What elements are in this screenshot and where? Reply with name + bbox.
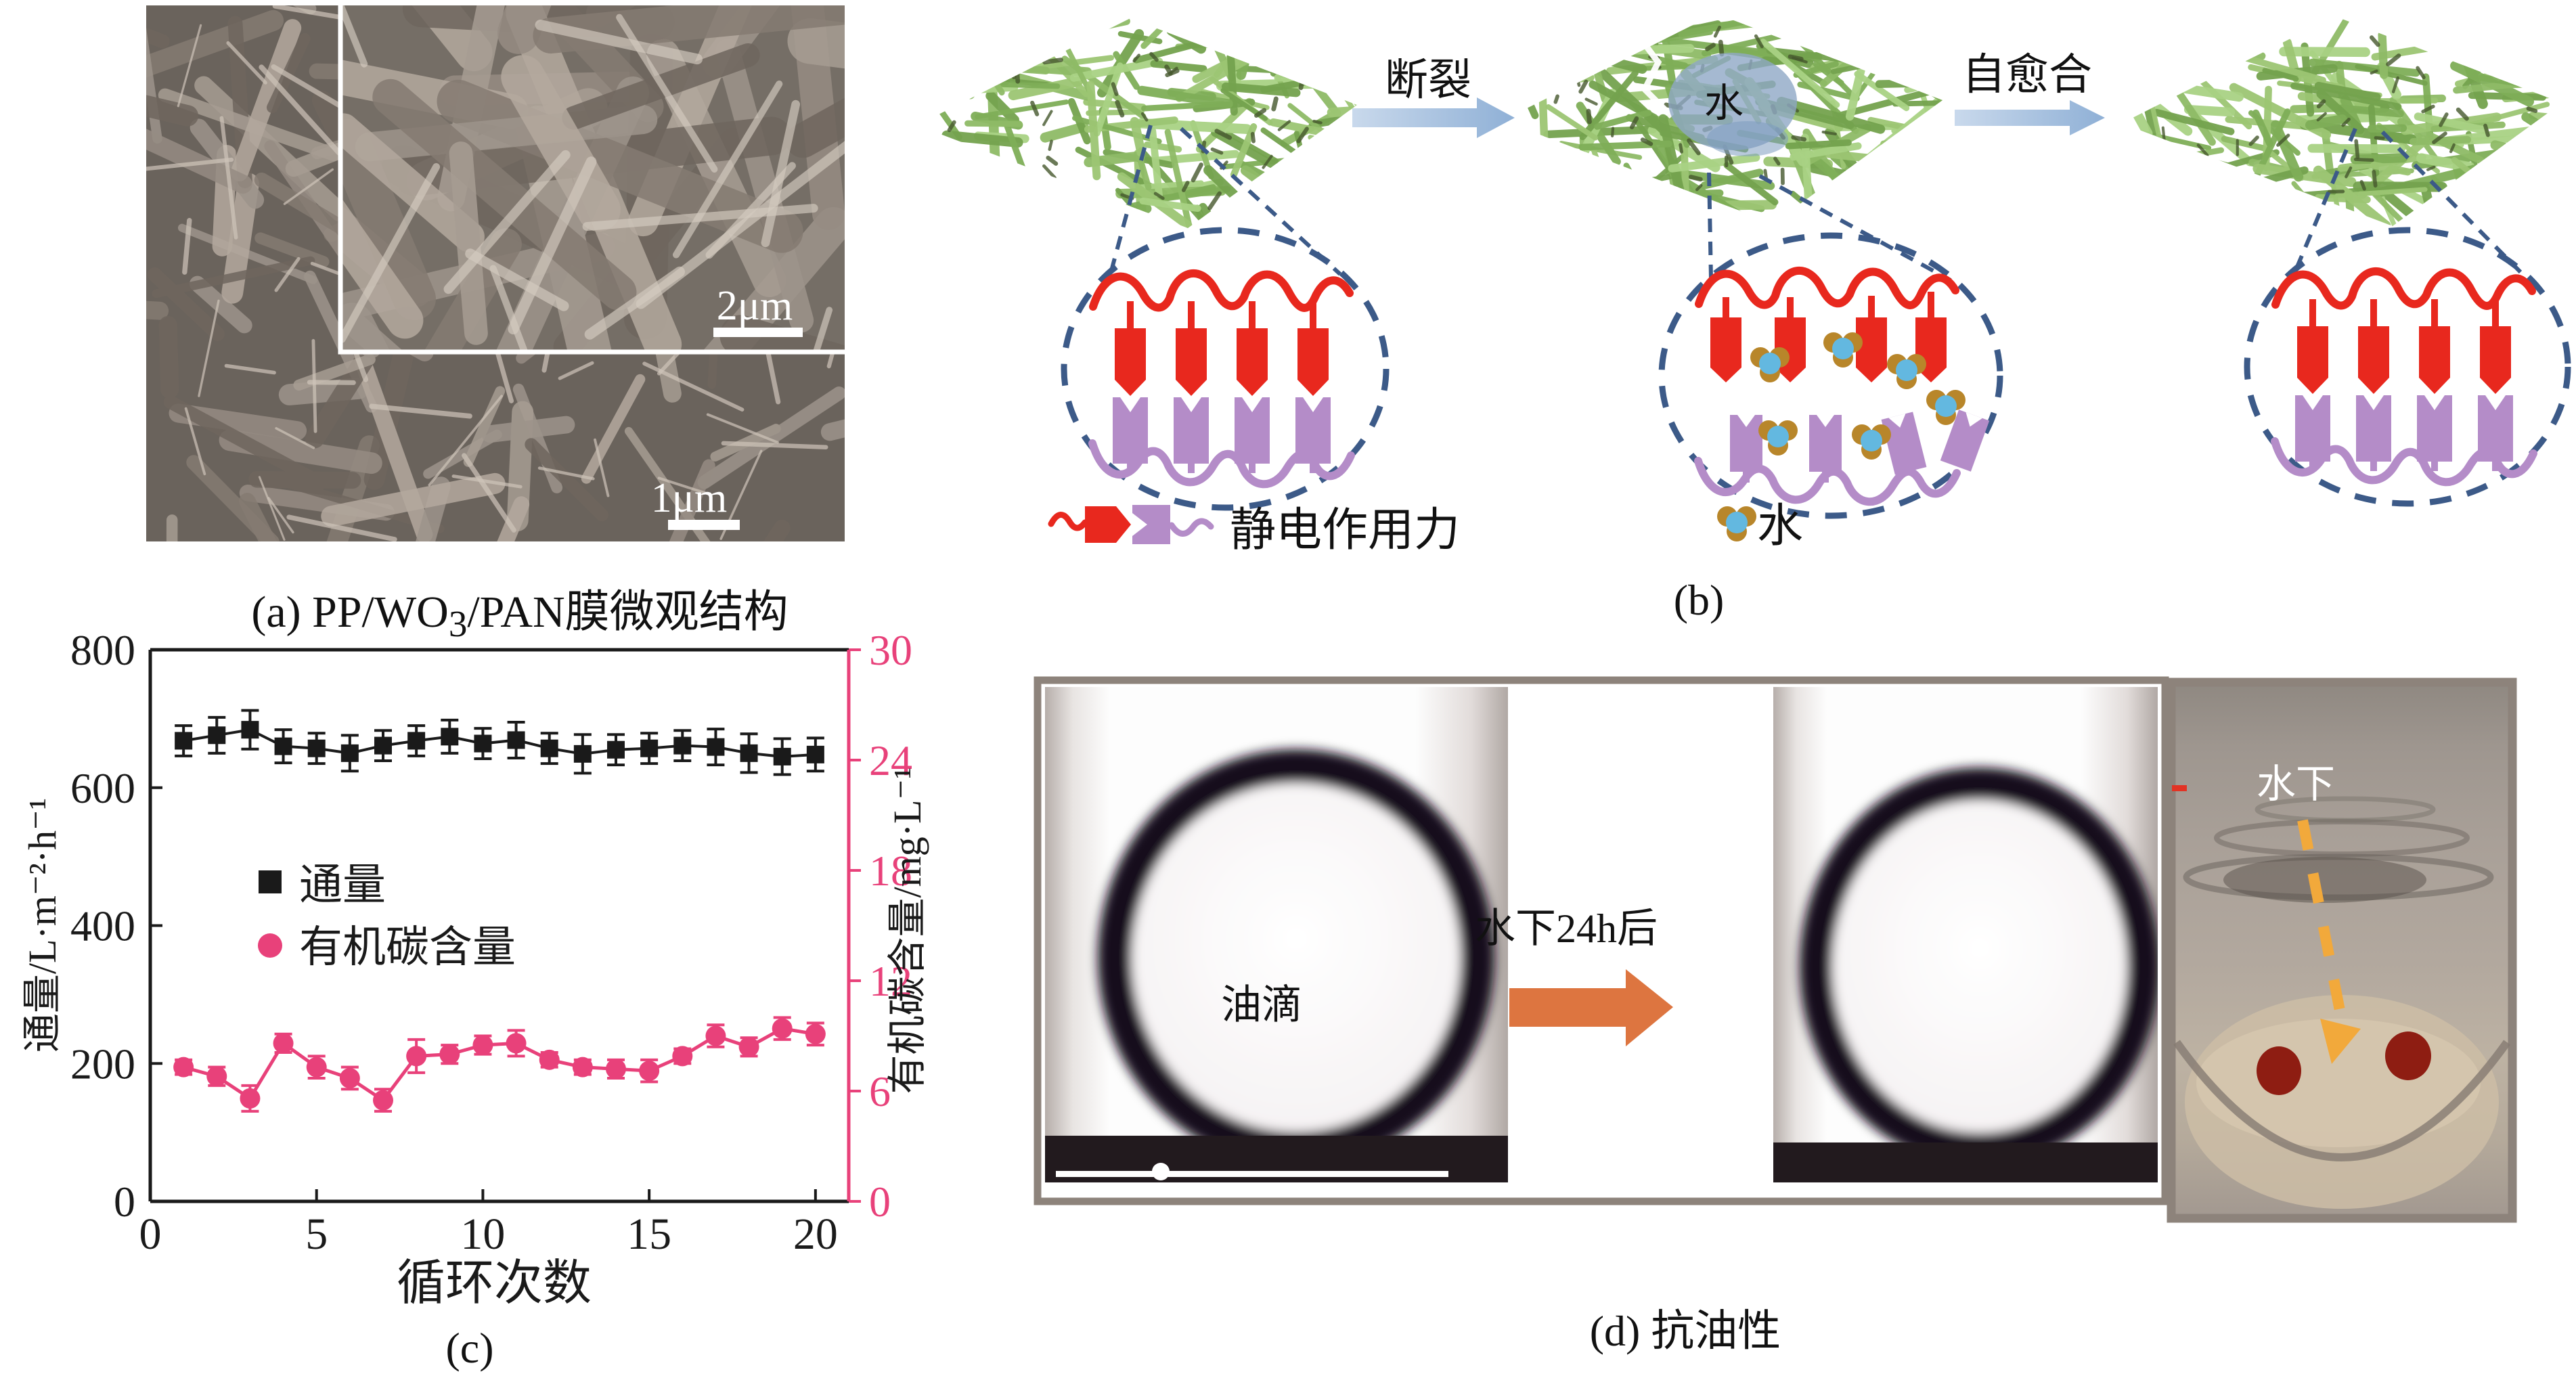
electrostatic-legend-label: 静电作用力 xyxy=(1230,504,1460,556)
svg-text:12: 12 xyxy=(869,957,912,1005)
electrostatic-force-icon xyxy=(1048,505,1214,544)
caption-panel-d: (d) 抗油性 xyxy=(1589,1307,1781,1355)
oil-resistance-panel: 油滴 水下24h后 水下 xyxy=(1034,676,2517,1223)
legend-flux-marker xyxy=(259,870,282,893)
svg-text:800: 800 xyxy=(70,626,135,674)
water-blob-shadow xyxy=(1707,121,1788,156)
svg-text:20: 20 xyxy=(793,1209,838,1259)
membrane-crack xyxy=(1632,28,1674,119)
underwater-label: 水下 xyxy=(2257,762,2335,806)
svg-text:18: 18 xyxy=(869,847,912,895)
water-legend-icon xyxy=(1717,506,1756,541)
chains-separated-middle xyxy=(1698,271,1989,502)
svg-text:30: 30 xyxy=(869,626,912,674)
oil-dot-right xyxy=(2385,1031,2431,1080)
magnifier-circles xyxy=(1061,125,2571,519)
self-healing-schematic: 水 断裂 自愈合 静电作用力 水 xyxy=(938,14,2571,556)
series-toc xyxy=(173,1016,826,1113)
after-24h-label: 水下24h后 xyxy=(1475,906,1658,951)
after-24h-arrow xyxy=(1509,969,1673,1046)
caption-panel-b: (b) xyxy=(1673,576,1725,624)
svg-text:15: 15 xyxy=(627,1209,671,1259)
water-legend-label: 水 xyxy=(1757,500,1803,552)
svg-text:0: 0 xyxy=(869,1178,891,1226)
scalebar-1um-label: 1μm xyxy=(651,475,727,521)
red-mark xyxy=(2172,785,2187,791)
caption-a-sub: 3 xyxy=(448,603,468,645)
oil-dot-left xyxy=(2257,1046,2301,1095)
svg-text:6: 6 xyxy=(869,1067,891,1115)
droplet-after xyxy=(1773,768,2158,1182)
sem-image: 2μm 1μm xyxy=(146,0,850,541)
legend-flux-label: 通量 xyxy=(299,861,386,909)
heal-arrow-label: 自愈合 xyxy=(1962,51,2092,99)
chains-bonded-left xyxy=(1092,273,1351,484)
svg-text:400: 400 xyxy=(70,902,135,950)
svg-text:有机碳含量/mg·L⁻¹: 有机碳含量/mg·L⁻¹ xyxy=(885,768,929,1094)
scalebar-2um xyxy=(713,328,803,337)
scalebar-1um xyxy=(668,520,740,530)
dashed-arrow-head xyxy=(2320,1019,2361,1064)
flux-toc-chart: 0 200 400 600 800 0 6 12 18 24 30 0 5 10 15 20 通量/L·m⁻²·… xyxy=(20,626,929,1310)
dashed-arrow xyxy=(2297,819,2346,1015)
caption-a-post: /PAN膜微观结构 xyxy=(467,587,789,637)
svg-text:200: 200 xyxy=(70,1040,135,1088)
heal-arrow xyxy=(1955,100,2105,135)
caption-a-pre: (a) PP/WO xyxy=(251,587,449,637)
inset-border xyxy=(338,0,850,355)
svg-text:通量/L·m⁻²·h⁻¹: 通量/L·m⁻²·h⁻¹ xyxy=(20,798,64,1052)
legend-toc-label: 有机碳含量 xyxy=(299,923,516,971)
water-blob-label: 水 xyxy=(1704,81,1744,125)
chains-bonded-right xyxy=(2275,271,2533,482)
scalebar-2um-label: 2μm xyxy=(717,283,793,329)
droplet-before xyxy=(1045,749,1508,1182)
svg-text:0: 0 xyxy=(139,1209,162,1259)
series-flux xyxy=(175,709,824,776)
svg-text:24: 24 xyxy=(869,736,912,784)
svg-text:循环次数: 循环次数 xyxy=(397,1256,592,1310)
membrane-intact xyxy=(938,18,1357,228)
sem-fibers-inset xyxy=(340,5,845,352)
oil-drop-label: 油滴 xyxy=(1221,983,1302,1027)
beaker-details xyxy=(2172,785,2510,1209)
caption-panel-c: (c) xyxy=(445,1324,494,1372)
legend-toc-marker xyxy=(258,933,282,958)
svg-text:10: 10 xyxy=(460,1209,505,1259)
break-arrow-label: 断裂 xyxy=(1385,56,1471,104)
membrane-healed xyxy=(2125,16,2562,226)
svg-text:0: 0 xyxy=(114,1178,135,1226)
caption-panel-a: (a) PP/WO3/PAN膜微观结构 xyxy=(181,575,858,645)
svg-text:5: 5 xyxy=(305,1209,328,1259)
svg-text:600: 600 xyxy=(70,764,135,812)
break-arrow xyxy=(1352,97,1515,138)
